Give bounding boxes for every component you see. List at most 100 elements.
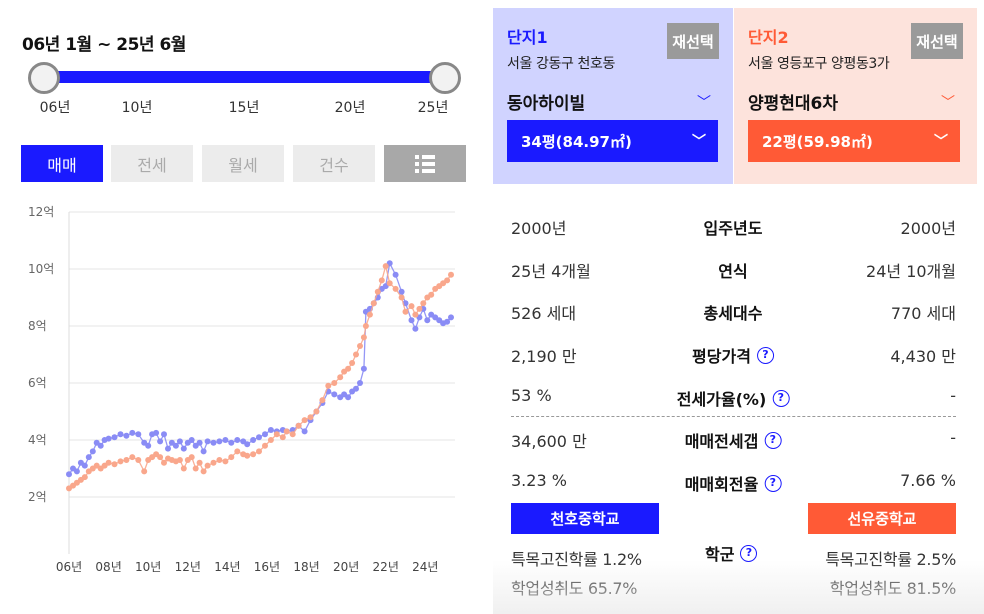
data-point	[267, 427, 274, 433]
data-point	[279, 434, 286, 441]
compare-left-value: 2,190 만	[511, 347, 577, 366]
period-slider-start-handle[interactable]	[28, 62, 60, 94]
complex2-school-achievement: 학업성취도 81.5%	[829, 579, 957, 598]
help-icon[interactable]: ?	[772, 389, 790, 407]
data-point	[200, 448, 207, 455]
complex1-name[interactable]: 동아하이빌	[507, 94, 586, 114]
period-slider-track[interactable]	[44, 71, 445, 83]
divider	[511, 416, 956, 417]
data-point	[370, 300, 377, 307]
data-point	[362, 323, 369, 329]
data-point	[360, 334, 367, 341]
compare-label-wrap: 평당가격?	[692, 343, 774, 367]
complex1-size-select[interactable]: 34평(84.97㎡) ﹀	[507, 120, 718, 162]
chevron-down-icon[interactable]: ﹀	[697, 95, 711, 111]
x-axis-tick-label: 16년	[254, 560, 280, 574]
period-slider-end-handle[interactable]	[429, 62, 461, 94]
compare-row-move-in-year: 2000년 입주년도 2000년	[511, 215, 956, 239]
x-axis-tick-label: 08년	[95, 560, 121, 574]
list-view-button[interactable]	[384, 145, 466, 182]
data-point	[256, 448, 262, 455]
data-point	[165, 445, 171, 452]
data-point	[424, 317, 431, 324]
data-point	[216, 438, 223, 445]
data-point	[349, 360, 356, 366]
complex2-panel: 단지2 재선택 서울 영등포구 양평동3가 양평현대6차 ﹀ 22평(59.98…	[734, 8, 977, 184]
data-point	[366, 311, 373, 318]
tab-jeonse[interactable]: 전세	[111, 145, 193, 182]
data-point	[382, 263, 389, 270]
data-point	[357, 343, 363, 349]
compare-left-value: 526 세대	[511, 304, 577, 323]
data-point	[420, 300, 427, 307]
complex2-size-select[interactable]: 22평(59.98㎡) ﹀	[748, 120, 960, 162]
data-point	[234, 437, 241, 443]
data-point	[353, 385, 359, 392]
data-point	[141, 468, 148, 475]
complex1-size-value: 34평(84.97㎡)	[521, 132, 632, 151]
data-point	[256, 434, 262, 441]
data-point	[331, 380, 338, 386]
list-icon	[415, 154, 435, 173]
compare-label-wrap: 전세가율(%)?	[677, 386, 790, 410]
compare-right-value: 7.66 %	[900, 471, 956, 490]
data-point	[129, 429, 136, 436]
data-point	[301, 417, 308, 424]
data-point	[105, 435, 112, 442]
data-point	[135, 431, 142, 438]
compare-label: 매매회전율	[684, 475, 759, 494]
data-point	[428, 291, 435, 298]
compare-row-households: 526 세대 총세대수 770 세대	[511, 300, 956, 324]
data-point	[307, 414, 314, 421]
help-icon[interactable]: ?	[740, 544, 758, 562]
data-point	[188, 454, 195, 461]
data-point	[196, 459, 203, 466]
data-point	[81, 474, 88, 481]
complex1-reselect-button[interactable]: 재선택	[667, 23, 719, 59]
x-axis-tick-label: 24년	[412, 560, 438, 574]
tab-monthly-rent[interactable]: 월세	[202, 145, 284, 182]
compare-left-value: 25년 4개월	[511, 262, 591, 281]
compare-row-age: 25년 4개월 연식 24년 10개월	[511, 258, 956, 282]
tab-sale[interactable]: 매매	[21, 145, 103, 182]
data-point	[313, 408, 320, 415]
data-point	[228, 439, 235, 446]
data-point	[176, 438, 183, 445]
data-point	[161, 459, 167, 466]
data-point	[412, 311, 419, 318]
data-point	[283, 428, 290, 435]
complex1-address: 서울 강동구 천호동	[507, 56, 615, 72]
data-point	[157, 454, 164, 461]
help-icon[interactable]: ?	[764, 474, 782, 492]
data-point	[192, 465, 199, 472]
data-point	[392, 271, 399, 278]
data-point	[331, 391, 338, 398]
compare-right-value: -	[950, 386, 956, 405]
complex2-reselect-button[interactable]: 재선택	[911, 23, 963, 59]
data-point	[234, 448, 241, 455]
chevron-down-icon[interactable]: ﹀	[941, 95, 955, 111]
slider-tick-label: 10년	[121, 100, 153, 116]
complex2-name[interactable]: 양평현대6차	[748, 94, 839, 114]
x-axis-tick-label: 10년	[135, 560, 161, 574]
data-point	[402, 308, 409, 315]
complex1-school-button[interactable]: 천호중학교	[511, 503, 659, 534]
compare-row-jeonse-ratio: 53 % 전세가율(%)? -	[511, 386, 956, 410]
y-axis-tick-label: 6억	[28, 376, 47, 390]
data-point	[222, 437, 229, 443]
compare-label: 연식	[718, 262, 748, 281]
data-point	[267, 437, 274, 443]
compare-left-value: 3.23 %	[511, 471, 567, 490]
help-icon[interactable]: ?	[764, 431, 782, 449]
y-axis-tick-label: 12억	[28, 205, 54, 219]
data-point	[180, 465, 187, 472]
complex1-school-achievement: 학업성취도 65.7%	[511, 579, 638, 598]
x-axis-tick-label: 20년	[333, 560, 359, 574]
complex2-school-button[interactable]: 선유중학교	[808, 503, 956, 534]
compare-right-value: 24년 10개월	[866, 262, 956, 281]
compare-label: 평당가격	[692, 347, 751, 366]
tab-count[interactable]: 건수	[293, 145, 375, 182]
data-point	[250, 451, 257, 458]
chevron-down-icon: ﹀	[934, 134, 948, 150]
help-icon[interactable]: ?	[756, 346, 774, 364]
